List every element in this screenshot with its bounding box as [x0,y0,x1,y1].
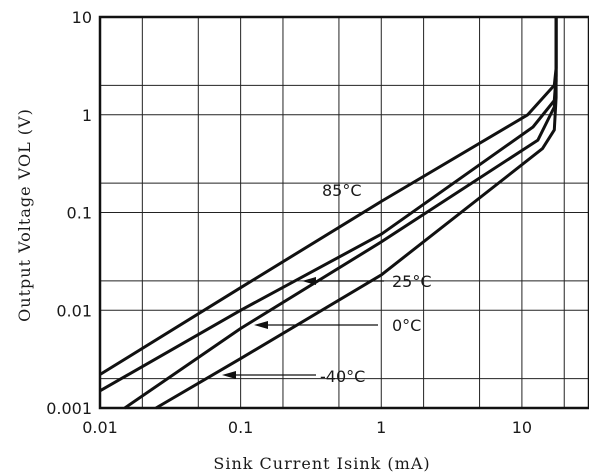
y-tick-label: 0.001 [46,399,92,418]
series-label: 25°C [392,272,432,291]
x-tick-label: 0.01 [82,418,118,437]
y-tick-label: 1 [82,106,92,125]
series-line [99,17,558,393]
series-label: -40°C [320,367,365,386]
series-line [155,17,558,410]
series-label: 85°C [322,181,362,200]
annotation-arrowhead [254,321,268,329]
series-label: 0°C [392,316,421,335]
x-tick-label: 10 [512,418,532,437]
y-tick-label: 0.1 [67,204,92,223]
plot-frame [98,15,589,410]
x-axis-title: Sink Current Isink (mA) [213,454,430,473]
annotation-arrowhead [222,371,236,379]
x-tick-label: 0.1 [228,418,253,437]
y-tick-label: 10 [72,8,92,27]
annotation-arrowhead [302,277,316,285]
y-axis-title: Output Voltage VOL (V) [15,108,34,322]
series-group [99,17,558,410]
annotation-group: 85°C 25°C 0°C -40°C [222,181,432,386]
x-tick-label: 1 [376,418,386,437]
y-tick-label: 0.01 [56,301,92,320]
